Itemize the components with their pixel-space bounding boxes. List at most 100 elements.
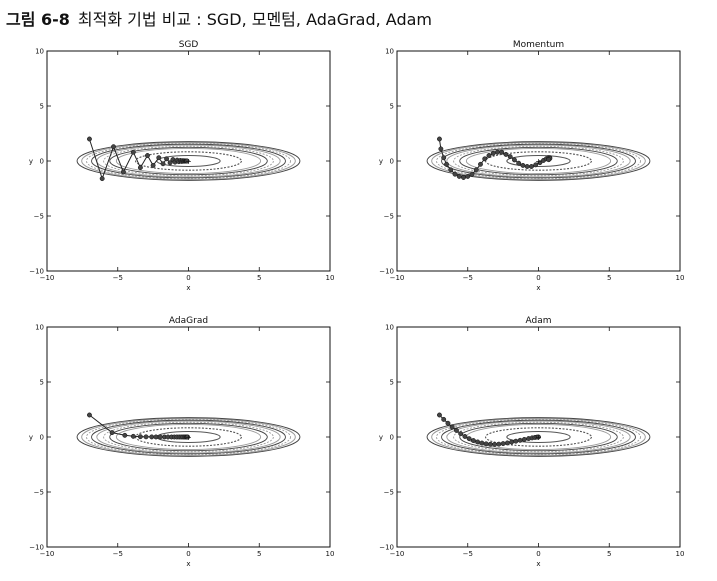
- optimizer-step-point: [184, 158, 190, 164]
- contour-ellipse: [431, 141, 646, 181]
- optimizer-step-point: [87, 412, 92, 418]
- optimizer-step-point: [438, 146, 444, 152]
- x-tick-label: −5: [463, 550, 473, 558]
- y-tick-label: 0: [390, 434, 394, 442]
- y-tick-label: −10: [29, 544, 44, 552]
- optimizer-step-point: [445, 420, 451, 426]
- optimizer-step-point: [490, 150, 496, 156]
- x-tick-label: 0: [536, 550, 540, 558]
- contour-ellipse: [446, 420, 631, 454]
- optimizer-step-point: [143, 434, 149, 440]
- optimizer-step-point: [437, 136, 442, 142]
- optimizer-step-point: [167, 160, 173, 166]
- contour-ellipse: [103, 421, 274, 453]
- x-tick-label: 5: [607, 274, 611, 282]
- optimizer-step-point: [470, 438, 476, 443]
- x-tick-label: 5: [257, 274, 261, 282]
- y-tick-label: 0: [390, 158, 394, 166]
- x-tick-label: −5: [113, 274, 123, 282]
- contour-ellipse: [115, 148, 262, 174]
- y-tick-label: 10: [35, 48, 44, 56]
- subplot-sgd: SGD −10 −5 0 5 10 −10 −5 0 5 10 x y +: [29, 40, 335, 292]
- contour-ellipse: [103, 145, 274, 177]
- contour-ellipse: [76, 417, 301, 457]
- x-tick-label: −5: [463, 274, 473, 282]
- contour-ellipse: [76, 141, 301, 181]
- optimizer-step-point: [437, 412, 442, 418]
- x-tick-label: −10: [390, 274, 405, 282]
- optimizer-step-point: [499, 149, 505, 155]
- optimizer-step-point: [528, 164, 534, 169]
- x-tick-label: −10: [40, 274, 55, 282]
- x-axis-label: x: [536, 284, 540, 292]
- y-axis-label: y: [29, 434, 33, 442]
- x-tick-label: 5: [607, 550, 611, 558]
- contour-ellipse: [453, 421, 624, 453]
- optimizer-step-point: [120, 169, 126, 175]
- x-tick-label: −10: [40, 550, 55, 558]
- contour-ellipse: [436, 418, 641, 456]
- optimizer-step-point: [496, 441, 502, 447]
- optimizer-step-point: [122, 432, 128, 438]
- contour-ellipse: [485, 427, 592, 447]
- x-tick-label: 0: [186, 550, 190, 558]
- optimizer-step-point: [462, 434, 468, 439]
- optimizer-step-point: [453, 427, 459, 433]
- contour-ellipse: [431, 417, 646, 457]
- optimizer-step-point: [164, 156, 170, 162]
- y-tick-label: −10: [29, 268, 44, 276]
- optimizer-step-point: [486, 153, 492, 158]
- optimizer-step-point: [137, 434, 143, 440]
- optimizer-step-point: [449, 424, 455, 430]
- contour-ellipse: [91, 143, 286, 179]
- contour-ellipse: [86, 418, 291, 456]
- y-tick-label: 0: [40, 434, 44, 442]
- x-tick-label: 0: [536, 274, 540, 282]
- y-tick-label: 5: [40, 103, 44, 111]
- optimizer-step-point: [482, 156, 488, 162]
- optimizer-step-point: [130, 149, 136, 155]
- optimizer-step-point: [533, 162, 539, 168]
- contour-ellipse: [109, 146, 268, 176]
- y-tick-label: 5: [40, 379, 44, 387]
- contour-ellipse: [91, 419, 286, 455]
- minimum-marker: +: [535, 157, 542, 166]
- optimizer-step-point: [520, 162, 526, 168]
- subplot-title: Adam: [526, 316, 552, 326]
- optimizer-step-point: [546, 157, 552, 163]
- y-tick-label: 10: [385, 324, 394, 332]
- subplot-adagrad: AdaGrad −10 −5 0 5 10 −10 −5 0 5 10 x y +: [29, 316, 335, 568]
- figure-caption: 그림 6-8 최적화 기법 비교 : SGD, 모멘텀, AdaGrad, Ada…: [6, 6, 432, 30]
- minimum-marker: +: [185, 433, 192, 442]
- optimizer-step-point: [507, 154, 513, 160]
- optimizer-step-point: [153, 434, 159, 440]
- optimizer-step-point: [500, 441, 506, 447]
- y-tick-label: 0: [40, 158, 44, 166]
- x-tick-label: −5: [113, 550, 123, 558]
- contour-ellipse: [426, 417, 651, 457]
- y-tick-label: 10: [385, 48, 394, 56]
- subplot-title: AdaGrad: [169, 316, 208, 326]
- optimizer-step-point: [185, 434, 191, 440]
- figure-label: 그림 6-8: [6, 10, 70, 29]
- optimizer-step-point: [452, 171, 458, 177]
- x-tick-label: 10: [326, 274, 335, 282]
- contour-lines: [76, 417, 301, 457]
- y-tick-label: 5: [390, 379, 394, 387]
- y-axis-label: y: [29, 158, 33, 166]
- contour-lines: [426, 417, 651, 457]
- x-tick-label: 5: [257, 550, 261, 558]
- optimizer-step-point: [145, 153, 150, 158]
- contour-lines: [76, 141, 301, 181]
- optimizer-step-point: [521, 436, 527, 442]
- optimizer-step-point: [537, 160, 543, 166]
- optimizer-step-point: [465, 173, 471, 179]
- optimizer-step-point: [495, 149, 500, 155]
- contour-ellipse: [436, 142, 641, 180]
- y-tick-label: 10: [35, 324, 44, 332]
- optimizer-step-point: [160, 161, 166, 167]
- contour-ellipse: [453, 145, 624, 177]
- optimizer-step-point: [469, 171, 475, 177]
- optimizer-step-point: [137, 165, 143, 171]
